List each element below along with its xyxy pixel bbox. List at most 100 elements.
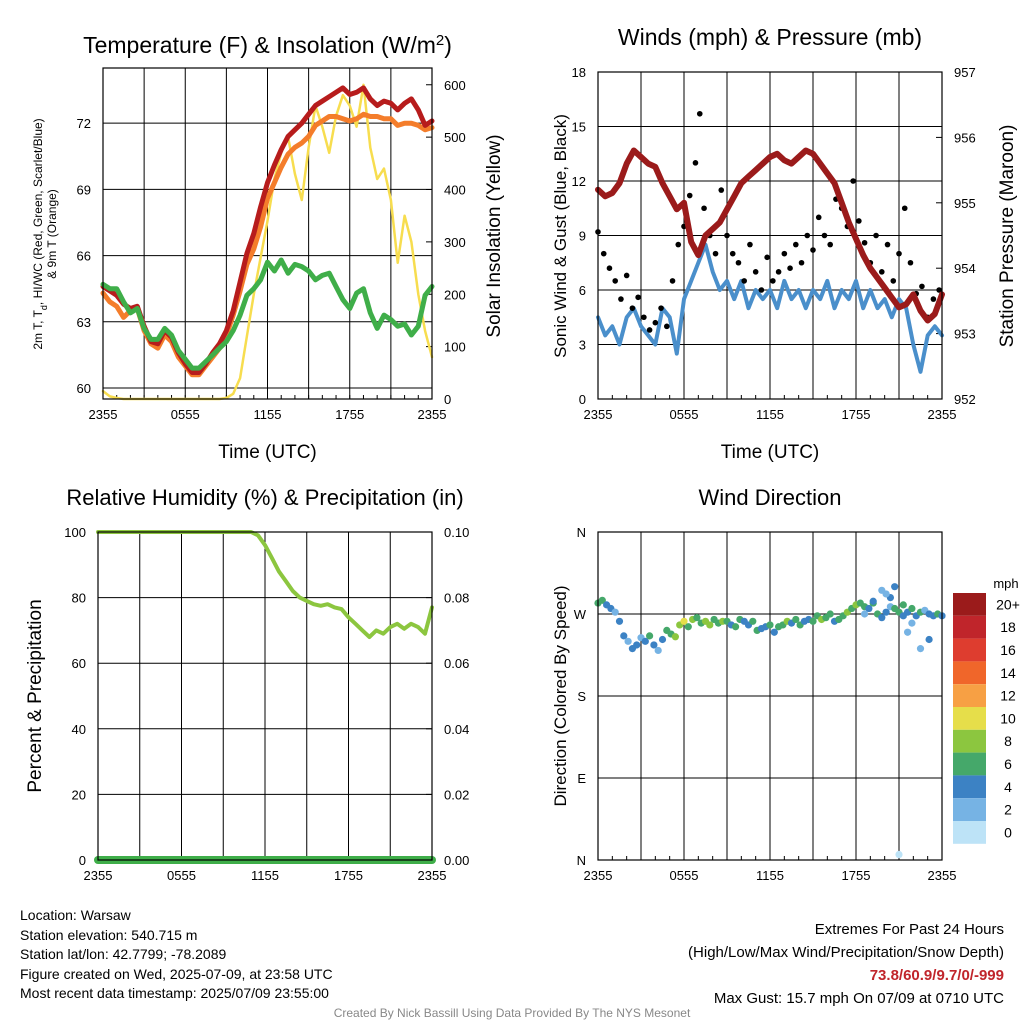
wdir-x-tick-label: 2355 xyxy=(928,868,957,883)
wind-title: Winds (mph) & Pressure (mb) xyxy=(618,24,922,50)
wind-direction-point xyxy=(895,850,903,859)
wind-direction-point xyxy=(654,646,662,655)
temp-panel: 2355 0555 1155 1755 2355 60 63 66 69 72 0 100 200 300… xyxy=(31,32,505,464)
colorbar-title: mph xyxy=(993,576,1018,591)
colorbar-swatch xyxy=(953,615,986,639)
colorbar-label: 8 xyxy=(1004,733,1012,749)
colorbar-swatch xyxy=(953,798,986,821)
wind-gust-point xyxy=(861,239,868,246)
extremes-values: 73.8/60.9/9.7/0/-999 xyxy=(869,967,1004,984)
temp-y2-tick-label: 200 xyxy=(444,287,466,302)
wdir-plot-border xyxy=(597,531,943,861)
rh-y-tick-label: 20 xyxy=(72,787,86,802)
colorbar-label: 18 xyxy=(1000,619,1016,635)
temp-y2-tick-label: 300 xyxy=(444,235,466,250)
wind-gust-point xyxy=(686,192,693,199)
wind-gust-point xyxy=(884,241,891,248)
wind-gust-point xyxy=(664,323,670,330)
wind-gust-point xyxy=(724,232,730,239)
rh-x-tick-label: 1155 xyxy=(251,868,279,883)
wind-gust-point xyxy=(936,287,942,293)
location-text: Location: Warsaw xyxy=(20,907,131,923)
colorbar-swatch xyxy=(953,684,986,707)
wind-pressure-line xyxy=(595,147,945,324)
extremes-block: Extremes For Past 24 Hours (High/Low/Max… xyxy=(688,918,1004,1010)
wind-direction-point xyxy=(899,601,907,609)
temp-series-line-2 xyxy=(100,257,435,371)
wdir-x-tick-label: 1755 xyxy=(842,868,871,883)
wind-x-tick-label: 2355 xyxy=(584,407,613,422)
wind-direction-point xyxy=(658,635,667,644)
wind-y-tick-label: 6 xyxy=(579,283,586,298)
speed-colorbar: mph 20+ 18 16 14 12 10 8 6 4 2 0 xyxy=(953,576,1020,844)
wind-panel: 2355 0555 1155 1755 235503691215189529539549… xyxy=(551,24,1018,463)
extremes-legend: (High/Low/Max Wind/Precipitation/Snow De… xyxy=(688,944,1004,961)
wind-gust-point xyxy=(787,265,793,272)
wind-x-tick-label: 2355 xyxy=(928,407,957,422)
colorbar-swatch xyxy=(953,752,986,776)
temp-ylabel-line1: 2m T, Td, HI/WC (Red, Green, Scarlet/Blu… xyxy=(31,118,49,349)
wind-y2-tick-label: 953 xyxy=(954,327,976,342)
rh-y2-tick-label: 0.06 xyxy=(444,656,469,671)
temp-xlabel: Time (UTC) xyxy=(218,442,317,463)
temp-y2-tick-label: 0 xyxy=(444,392,451,407)
wind-direction-point xyxy=(671,633,680,641)
wind-gust-point xyxy=(879,269,885,275)
rh-ylabel: Percent & Precipitation xyxy=(25,599,46,792)
rh-y2-tick-label: 0.04 xyxy=(444,722,469,737)
latlon-text: Station lat/lon: 42.7799; -78.2089 xyxy=(20,946,227,962)
wind-y2-tick-label: 952 xyxy=(954,392,976,407)
wind-gust-point xyxy=(735,259,742,266)
wdir-ylabel: Direction (Colored By Speed) xyxy=(551,585,570,806)
wind-gust-point xyxy=(827,241,833,248)
wind-gust-point xyxy=(658,305,664,311)
wind-gust-point xyxy=(856,218,862,224)
temp-y2-tick-label: 600 xyxy=(444,78,466,93)
colorbar-label: 6 xyxy=(1004,756,1012,772)
wind-direction-point xyxy=(598,596,606,604)
temp-y-tick-label: 66 xyxy=(77,249,91,264)
wind-xlabel: Time (UTC) xyxy=(721,442,820,463)
wind-gust-point xyxy=(606,265,613,272)
wdir-y-tick-label: W xyxy=(574,607,587,622)
wind-direction-point xyxy=(684,623,692,631)
created-text: Figure created on Wed, 2025-07-09, at 23… xyxy=(20,965,333,982)
wind-direction-point xyxy=(792,615,800,624)
wind-gust-point xyxy=(747,241,753,248)
wind-gust-point xyxy=(890,278,897,284)
wind-direction-point xyxy=(908,619,916,627)
wind-direction-point xyxy=(680,617,688,625)
temp-plot-border xyxy=(102,67,433,400)
wind-direction-point xyxy=(925,635,933,644)
wind-direction-point xyxy=(908,604,916,613)
rh-x-tick-label: 1755 xyxy=(334,868,363,883)
wind-direction-point xyxy=(826,610,834,618)
temp-x-tick-label: 1755 xyxy=(335,407,364,422)
rh-y-tick-label: 100 xyxy=(64,525,86,540)
wind-ylabel2: Station Pressure (Maroon) xyxy=(997,125,1018,348)
wind-ylabel: Sonic Wind & Gust (Blue, Black) xyxy=(551,114,570,358)
wind-gust-point xyxy=(696,110,703,117)
wind-direction-point xyxy=(916,645,925,653)
wind-gust-point xyxy=(718,187,725,193)
rh-y-tick-label: 80 xyxy=(72,591,86,606)
wind-y2-tick-label: 956 xyxy=(954,130,976,145)
wdir-x-tick-label: 0555 xyxy=(670,868,699,883)
colorbar-swatch xyxy=(953,729,986,753)
temp-ylabel2: Solar Insolation (Yellow) xyxy=(484,134,505,337)
rh-panel: 2355 0555 1155 1755 23550204060801000.000.02… xyxy=(25,485,469,883)
temp-y2-tick-label: 400 xyxy=(444,183,466,198)
wind-direction-point xyxy=(641,637,649,645)
wind-gust-point xyxy=(646,327,653,333)
temp-x-tick-label: 1155 xyxy=(254,407,282,422)
rh-title: Relative Humidity (%) & Precipitation (i… xyxy=(66,485,463,510)
wdir-y-tick-label: N xyxy=(577,853,586,868)
wind-speed-line xyxy=(596,242,944,374)
wind-plot-border xyxy=(597,71,943,400)
wind-gust-point xyxy=(775,269,782,275)
temp-series-line-1 xyxy=(100,85,435,375)
temp-y-tick-label: 60 xyxy=(77,381,91,396)
wind-gust-point xyxy=(850,178,856,184)
temp-y-tick-label: 72 xyxy=(77,116,91,131)
